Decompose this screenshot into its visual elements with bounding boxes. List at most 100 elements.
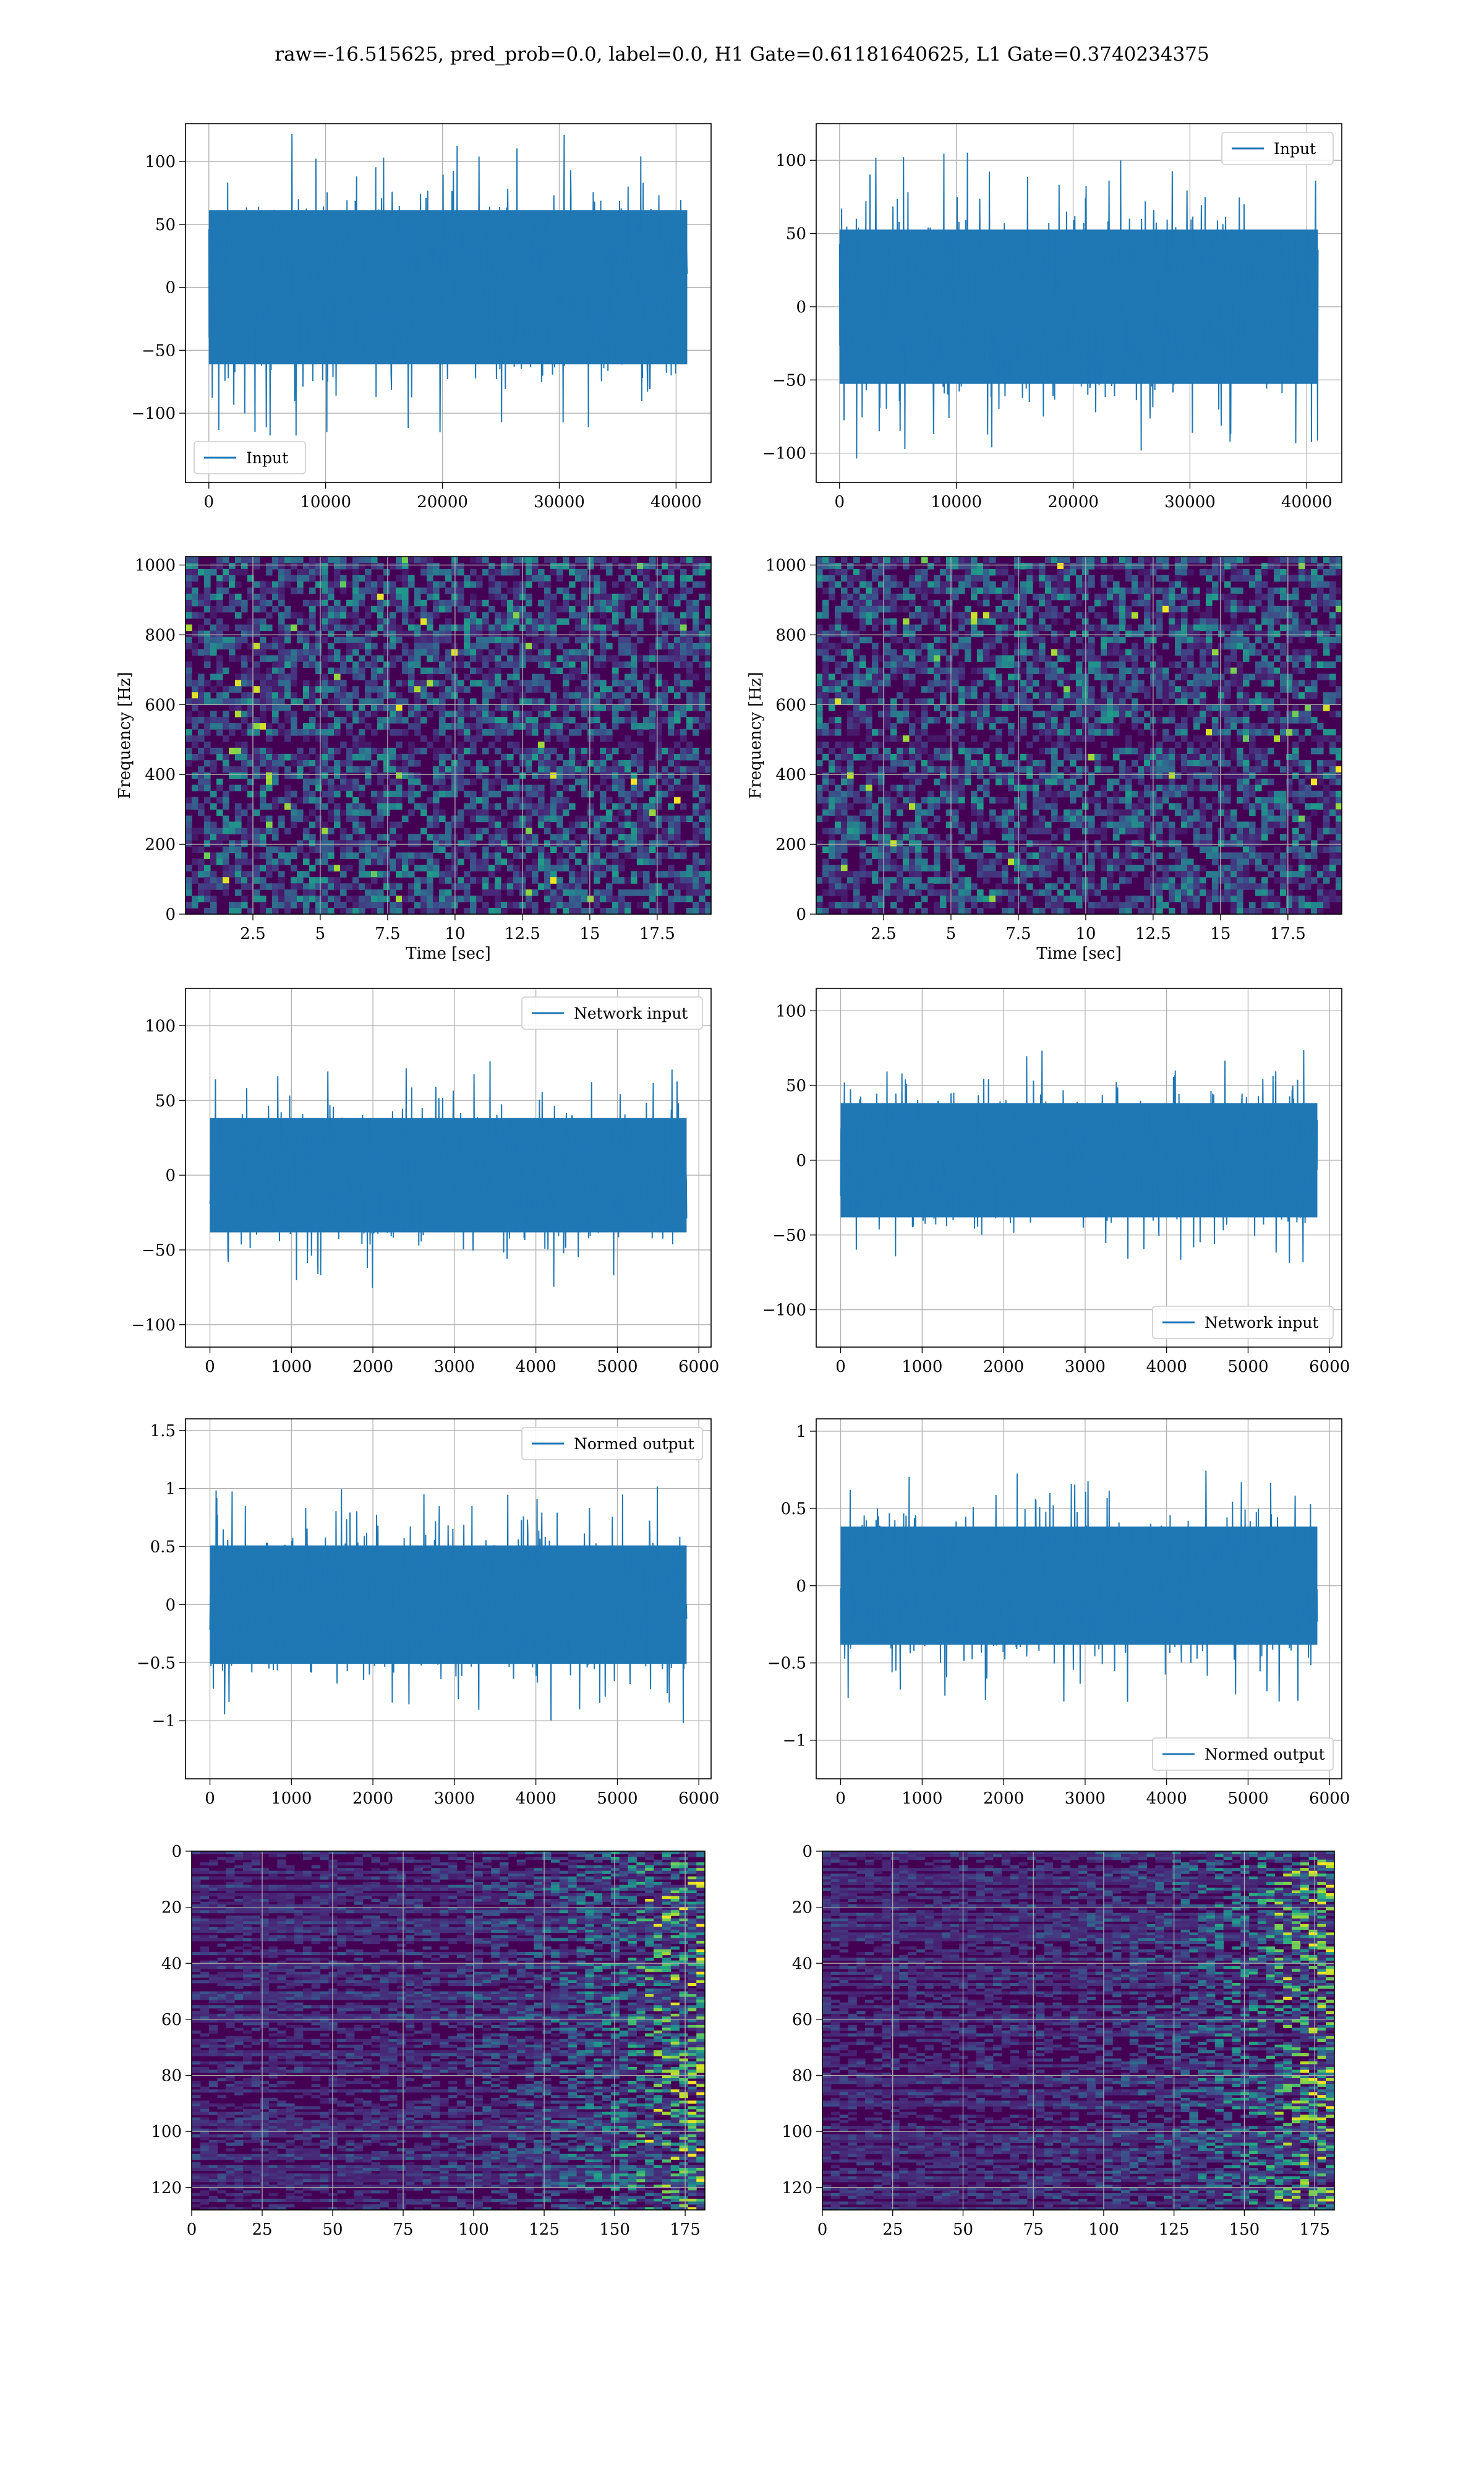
panel-row3-left: 0 1000 2000 3000 4000 5000 6000 −100 −50 0 50 100 Ne…: [132, 988, 719, 1376]
x-tick-label: 6000: [1309, 1789, 1350, 1808]
legend-label: Normed output: [574, 1435, 694, 1453]
x-tick-label: 17.5: [639, 925, 675, 943]
axes-frame: [816, 123, 1342, 483]
x-tick-label: 175: [1299, 2220, 1330, 2239]
y-tick-label: 100: [151, 2123, 182, 2141]
heatmap-image: [822, 1851, 1334, 2210]
legend: Network input: [521, 996, 703, 1030]
x-tick-label: 4000: [516, 1789, 556, 1808]
x-tick-label: 0: [204, 493, 215, 511]
x-tick-label: 6000: [678, 1789, 719, 1808]
x-tick-label: 125: [1159, 2220, 1190, 2239]
panel-row1-right: 0 10000 20000 30000 40000 −100 −50 0 50 100 Input: [762, 123, 1342, 511]
y-tick-label: 80: [161, 2067, 182, 2086]
y-tick-label: −50: [142, 1241, 176, 1260]
x-tick-label: 12.5: [1135, 925, 1171, 943]
y-tick-label: 0: [796, 298, 806, 317]
y-tick-label: 20: [792, 1899, 812, 1917]
y-tick-label: −50: [142, 341, 176, 360]
series-line: [838, 152, 1319, 459]
x-tick-label: 50: [953, 2220, 973, 2239]
y-tick-label: 1: [165, 1480, 176, 1499]
y-tick-label: 120: [782, 2179, 812, 2198]
y-tick-label: −1: [152, 1712, 176, 1731]
x-tick-label: 5000: [1227, 1789, 1268, 1808]
legend-label: Normed output: [1205, 1745, 1325, 1763]
x-tick-label: 1000: [271, 1358, 312, 1376]
y-axis-label: Frequency [Hz]: [116, 672, 134, 799]
series-line: [208, 134, 688, 436]
x-tick-label: 2.5: [871, 925, 896, 943]
x-tick-label: 6000: [1309, 1358, 1350, 1376]
y-tick-label: −50: [772, 371, 806, 390]
y-tick-label: 1: [796, 1423, 806, 1441]
y-tick-label: 100: [775, 1002, 806, 1021]
y-tick-label: 50: [155, 216, 176, 234]
axes-frame: [816, 556, 1342, 915]
legend-box: [1152, 1737, 1334, 1771]
x-tick-label: 3000: [1065, 1358, 1106, 1376]
y-tick-label: −0.5: [767, 1654, 806, 1673]
x-tick-label: 5: [946, 925, 957, 943]
y-tick-label: 0.5: [781, 1500, 806, 1518]
x-tick-label: 15: [1210, 925, 1230, 943]
y-tick-label: 0: [796, 1152, 806, 1170]
x-tick-label: 5: [315, 925, 326, 943]
x-tick-label: 0: [835, 493, 845, 511]
x-tick-label: 20000: [417, 493, 468, 511]
x-tick-label: 1000: [902, 1789, 942, 1808]
axes-frame: [191, 1851, 706, 2211]
y-tick-label: −100: [132, 1316, 176, 1335]
x-tick-label: 0: [835, 1789, 846, 1808]
x-tick-label: 0: [187, 2220, 197, 2239]
x-tick-label: 10: [445, 925, 465, 943]
axes-frame: [185, 123, 712, 483]
x-tick-label: 0: [205, 1789, 215, 1808]
x-tick-label: 3000: [434, 1358, 475, 1376]
x-tick-label: 30000: [534, 493, 585, 511]
y-tick-label: 200: [775, 836, 806, 854]
x-tick-label: 30000: [1164, 493, 1216, 511]
x-tick-label: 75: [1023, 2220, 1044, 2239]
y-tick-label: 100: [782, 2123, 812, 2141]
x-tick-label: 7.5: [375, 925, 400, 943]
legend-box: [521, 996, 703, 1030]
legend-label: Input: [1274, 140, 1316, 158]
y-tick-label: 50: [786, 225, 806, 244]
x-tick-label: 150: [1229, 2220, 1260, 2239]
y-tick-label: 1000: [765, 557, 806, 575]
x-tick-label: 4000: [1146, 1789, 1187, 1808]
panel-row5-left: 0 25 50 75 100 125 150 175 0 20 40 60 80 100 120: [151, 1843, 706, 2239]
x-tick-label: 40000: [1281, 493, 1333, 511]
series-line: [840, 1470, 1318, 1702]
y-tick-label: 400: [145, 766, 176, 784]
legend: Normed output: [1152, 1737, 1334, 1771]
x-tick-label: 5000: [597, 1358, 638, 1376]
y-tick-label: 0: [165, 279, 176, 297]
legend-label: Network input: [1205, 1314, 1318, 1332]
x-tick-label: 125: [529, 2220, 560, 2239]
y-tick-label: 0: [165, 1596, 176, 1614]
y-tick-label: 100: [145, 153, 176, 171]
y-tick-label: 0: [171, 1843, 182, 1861]
panel-row2-right: 2.5 5 7.5 10 12.5 15 17.5 0 200 400 600 800 1000 Time…: [746, 556, 1342, 963]
y-tick-label: 60: [161, 2011, 182, 2029]
x-tick-label: 20000: [1047, 493, 1099, 511]
x-tick-label: 2000: [983, 1789, 1024, 1808]
axes-frame: [185, 988, 712, 1348]
x-tick-label: 150: [599, 2220, 630, 2239]
y-tick-label: 50: [786, 1077, 806, 1095]
heatmap-image: [816, 557, 1342, 914]
x-tick-label: 2000: [352, 1789, 393, 1808]
y-tick-label: 0: [165, 1166, 176, 1185]
x-tick-label: 0: [817, 2220, 828, 2239]
x-tick-label: 5000: [597, 1789, 638, 1808]
x-tick-label: 0: [835, 1358, 846, 1376]
x-tick-label: 100: [458, 2220, 489, 2239]
x-tick-label: 25: [882, 2220, 903, 2239]
x-tick-label: 1000: [271, 1789, 312, 1808]
figure-title: raw=-16.515625, pred_prob=0.0, label=0.0…: [275, 43, 1209, 66]
y-tick-label: −0.5: [137, 1654, 176, 1672]
x-tick-label: 75: [393, 2220, 413, 2239]
